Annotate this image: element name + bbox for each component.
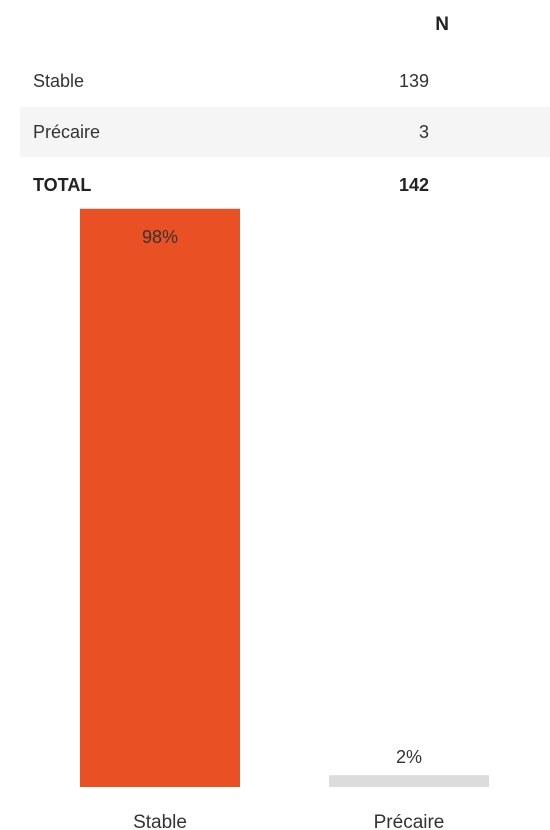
- total-label: TOTAL: [33, 175, 92, 195]
- column-header-n: N: [435, 14, 449, 35]
- row-value: 139: [398, 71, 429, 91]
- data-label-1: 2%: [396, 747, 422, 767]
- bar-0: [80, 208, 240, 788]
- total-value: 142: [398, 175, 429, 195]
- x-tick-label-1: Précaire: [374, 812, 445, 830]
- data-label-0: 98%: [142, 227, 178, 247]
- table-row: Stable 139: [20, 56, 550, 106]
- total-row: TOTAL 142: [20, 160, 550, 210]
- row-label: Précaire: [33, 122, 101, 142]
- table-row: Précaire 3: [20, 107, 550, 157]
- bar-1: [329, 775, 489, 787]
- x-tick-label-0: Stable: [133, 812, 187, 830]
- row-value: 3: [418, 122, 429, 142]
- row-label: Stable: [33, 71, 85, 91]
